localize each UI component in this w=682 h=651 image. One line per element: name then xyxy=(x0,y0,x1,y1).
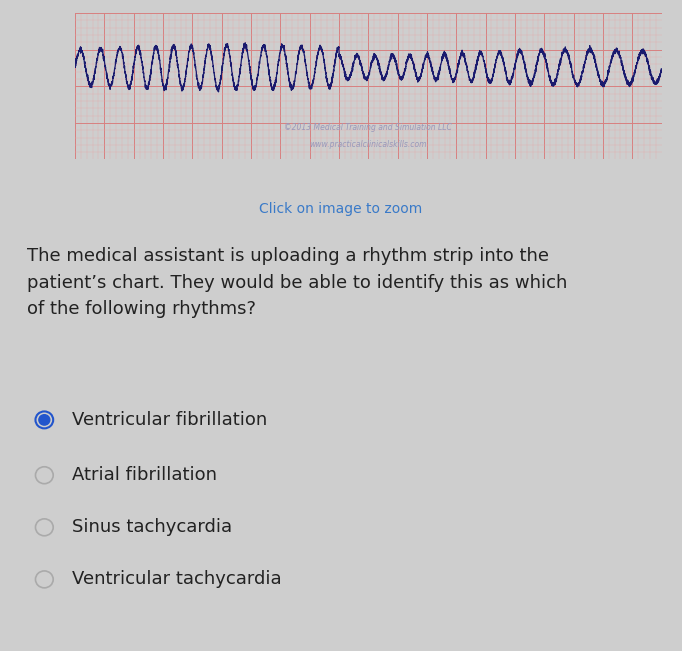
Text: Ventricular tachycardia: Ventricular tachycardia xyxy=(72,570,281,589)
Text: Sinus tachycardia: Sinus tachycardia xyxy=(72,518,232,536)
Text: The medical assistant is uploading a rhythm strip into the
patient’s chart. They: The medical assistant is uploading a rhy… xyxy=(27,247,567,318)
Text: Ventricular fibrillation: Ventricular fibrillation xyxy=(72,411,267,429)
Text: ©2013 Medical Training and Simulation LLC: ©2013 Medical Training and Simulation LL… xyxy=(284,123,452,132)
Text: Click on image to zoom: Click on image to zoom xyxy=(259,202,423,216)
Text: www.practicalclinicalskills.com: www.practicalclinicalskills.com xyxy=(310,141,427,149)
Text: Atrial fibrillation: Atrial fibrillation xyxy=(72,466,217,484)
